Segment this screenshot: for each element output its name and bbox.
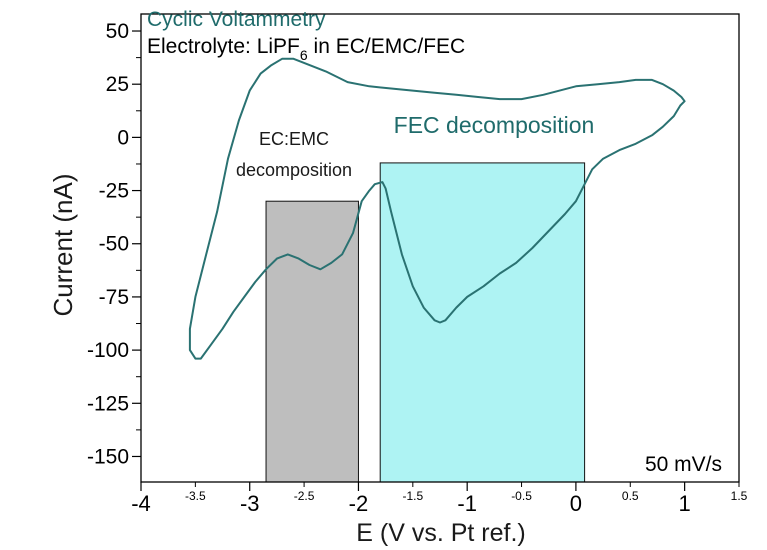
y-axis-title: Current (nA) (48, 173, 78, 316)
y-tick-label: -100 (87, 339, 129, 362)
y-tick-label: 0 (117, 126, 129, 149)
region-label-ec-emc-line-2: decomposition (236, 160, 352, 180)
y-tick-label: 50 (106, 20, 129, 43)
y-tick-label: -50 (99, 233, 129, 256)
region-label-ec-emc-line-1: EC:EMC (259, 129, 329, 149)
x-minor-tick-label: -2.5 (294, 489, 315, 503)
x-minor-tick-label: 1.5 (731, 489, 748, 503)
subtitle-subscript: 6 (300, 47, 308, 63)
x-tick-label: 1 (679, 491, 691, 516)
cv-curve (188, 57, 686, 360)
axis-tick-labels: -4 -3 -2 -1 0 1 -3.5 -2.5 -1.5 -0.5 0.5 1.5 50 25 0 -25… (87, 20, 748, 516)
plot-frame (140, 13, 740, 483)
scan-rate-label: 50 mV/s (645, 453, 722, 476)
axis-ticks (132, 30, 740, 491)
chart-subtitle: Electrolyte: LiPF6 in EC/EMC/FEC (147, 35, 465, 63)
x-minor-tick-label: -0.5 (511, 489, 532, 503)
region-label-fec: FEC decomposition (394, 112, 595, 138)
x-tick-label: -4 (131, 491, 151, 516)
subtitle-suffix: in EC/EMC/FEC (308, 35, 466, 58)
decomposition-region-1 (379, 162, 586, 483)
y-tick-label: -75 (99, 286, 129, 309)
x-tick-label: 0 (570, 491, 582, 516)
x-tick-label: -2 (349, 491, 369, 516)
subtitle-prefix: Electrolyte: LiPF (147, 35, 300, 58)
x-axis-title: E (V vs. Pt ref.) (356, 519, 525, 547)
y-tick-label: -150 (87, 445, 129, 468)
x-minor-tick-label: -3.5 (185, 489, 206, 503)
y-tick-label: -125 (87, 392, 129, 415)
decomposition-regions (265, 162, 586, 483)
x-minor-tick-label: 0.5 (622, 489, 639, 503)
x-tick-label: -3 (240, 491, 260, 516)
decomposition-region-0 (265, 200, 359, 483)
chart-title: Cyclic Voltammetry (147, 8, 326, 31)
x-tick-label: -1 (457, 491, 477, 516)
y-tick-label: -25 (99, 180, 129, 203)
y-tick-label: 25 (106, 73, 129, 96)
cv-curve-line-0 (188, 57, 686, 360)
x-minor-tick-label: -1.5 (402, 489, 423, 503)
